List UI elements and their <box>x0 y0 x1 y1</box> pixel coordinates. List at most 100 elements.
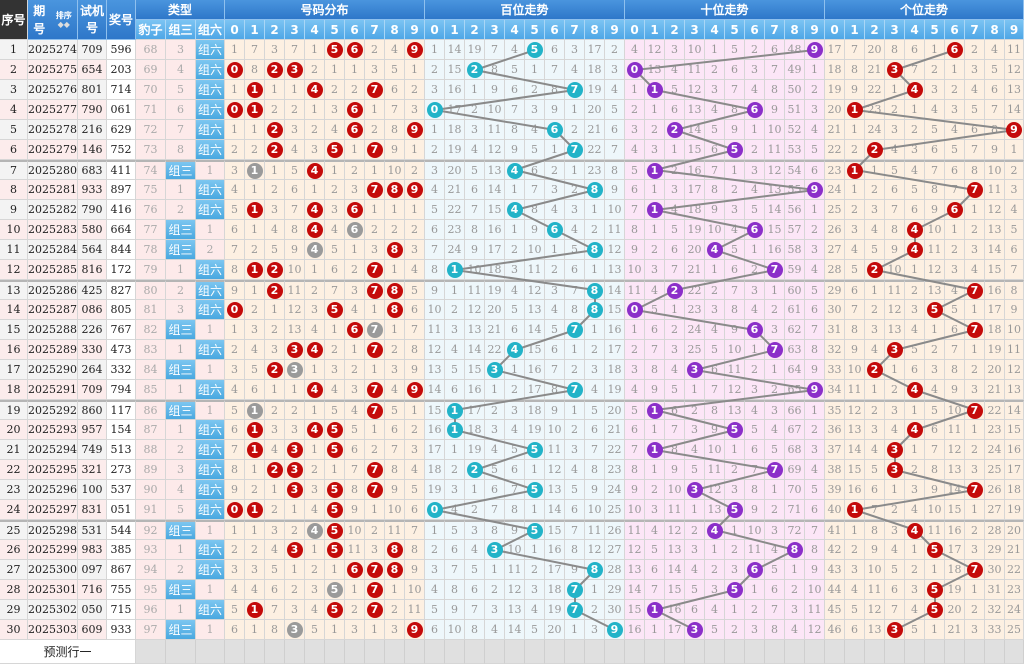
row-dist-cell: 1 <box>305 540 325 560</box>
row-dist-cell: 6 <box>345 200 365 220</box>
row-dist-cell: 1 <box>265 160 285 180</box>
row-dist-cell: 6 <box>345 220 365 240</box>
row-units-cell: 1 <box>885 480 905 500</box>
row-type-zusan: 组三 <box>166 240 196 260</box>
row-dist-cell: 12 <box>285 300 305 320</box>
header-units-digit: 2 <box>865 20 885 40</box>
row-units-cell: 7 <box>965 320 985 340</box>
row-tens-cell: 11 <box>705 460 725 480</box>
header-dist-digit: 6 <box>345 20 365 40</box>
row-dist-cell: 9 <box>225 480 245 500</box>
row-units-cell: 31 <box>825 320 845 340</box>
row-hundreds-cell: 3 <box>565 440 585 460</box>
row-baozi-miss: 69 <box>136 60 166 80</box>
row-tens-cell: 7 <box>665 420 685 440</box>
row-zusan-miss: 6 <box>166 100 196 120</box>
row-dist-cell: 1 <box>225 520 245 540</box>
row-hundreds-cell: 2 <box>465 460 485 480</box>
row-tens-cell: 2 <box>725 460 745 480</box>
row-draw-number: 117 <box>107 400 136 420</box>
row-dist-cell: 8 <box>245 60 265 80</box>
row-dist-cell: 2 <box>365 520 385 540</box>
row-units-cell: 1 <box>885 360 905 380</box>
row-hundreds-cell: 4 <box>505 420 525 440</box>
row-dist-cell: 4 <box>345 300 365 320</box>
row-tens-cell: 1 <box>785 560 805 580</box>
row-units-cell: 2 <box>965 600 985 620</box>
row-dist-cell: 2 <box>405 420 425 440</box>
row-units-cell: 9 <box>885 240 905 260</box>
row-zuliu-miss: 1 <box>196 580 225 600</box>
row-units-cell: 21 <box>985 380 1005 400</box>
row-units-cell: 4 <box>905 80 925 100</box>
row-dist-cell: 3 <box>285 600 305 620</box>
row-units-cell: 5 <box>925 120 945 140</box>
row-units-cell: 45 <box>825 600 845 620</box>
row-dist-cell: 9 <box>385 480 405 500</box>
row-hundreds-cell: 9 <box>445 600 465 620</box>
row-dist-cell: 4 <box>305 320 325 340</box>
row-dist-cell: 3 <box>325 200 345 220</box>
row-hundreds-cell: 10 <box>505 540 525 560</box>
row-hundreds-cell: 7 <box>565 380 585 400</box>
row-tens-cell: 3 <box>765 320 785 340</box>
row-tens-cell: 3 <box>705 80 725 100</box>
drawn-digit-ball: 7 <box>366 141 383 158</box>
row-hundreds-cell: 18 <box>545 580 565 600</box>
row-hundreds-cell: 3 <box>545 180 565 200</box>
row-hundreds-cell: 21 <box>605 420 625 440</box>
row-hundreds-cell: 4 <box>485 620 505 640</box>
sort-button[interactable]: 排序 ◆◆ <box>56 11 72 29</box>
row-units-cell: 1 <box>965 580 985 600</box>
row-tens-cell: 6 <box>765 580 785 600</box>
row-units-cell: 6 <box>885 180 905 200</box>
header-hundreds-digit: 7 <box>565 20 585 40</box>
row-units-cell: 10 <box>1005 320 1024 340</box>
row-hundreds-cell: 9 <box>505 140 525 160</box>
row-units-cell: 18 <box>945 560 965 580</box>
row-units-cell: 5 <box>925 600 945 620</box>
header-dist-digit: 3 <box>285 20 305 40</box>
row-dist-cell: 3 <box>285 480 305 500</box>
row-units-cell: 30 <box>985 560 1005 580</box>
row-hundreds-cell: 7 <box>585 440 605 460</box>
row-type-zuliu: 组六 <box>196 440 225 460</box>
row-draw-number: 827 <box>107 280 136 300</box>
row-units-cell: 22 <box>1005 560 1024 580</box>
row-hundreds-cell: 9 <box>505 520 525 540</box>
row-units-cell: 1 <box>905 400 925 420</box>
row-hundreds-cell: 6 <box>465 580 485 600</box>
row-dist-cell: 0 <box>225 500 245 520</box>
row-units-cell: 6 <box>925 420 945 440</box>
row-hundreds-cell: 4 <box>505 40 525 60</box>
row-baozi-miss: 70 <box>136 80 166 100</box>
row-baozi-miss: 81 <box>136 300 166 320</box>
row-units-cell: 3 <box>965 620 985 640</box>
row-dist-cell: 2 <box>345 600 365 620</box>
row-hundreds-cell: 14 <box>445 40 465 60</box>
row-units-cell: 15 <box>845 460 865 480</box>
row-units-cell: 24 <box>825 180 845 200</box>
drawn-digit-ball: 2 <box>266 141 283 158</box>
sort-arrows-icon: ◆◆ <box>57 19 70 29</box>
row-units-cell: 18 <box>1005 480 1024 500</box>
row-hundreds-cell: 15 <box>465 360 485 380</box>
row-dist-cell: 1 <box>225 120 245 140</box>
row-units-cell: 7 <box>925 440 945 460</box>
row-dist-cell: 2 <box>245 540 265 560</box>
drawn-digit-ball: 7 <box>366 581 383 598</box>
row-dist-cell: 3 <box>405 440 425 460</box>
row-tens-cell: 5 <box>725 140 745 160</box>
row-tens-cell: 12 <box>805 620 825 640</box>
row-dist-cell: 4 <box>225 580 245 600</box>
row-dist-cell: 1 <box>345 340 365 360</box>
row-test-number: 860 <box>78 400 107 420</box>
header-units: 个位走势 <box>825 0 1024 20</box>
row-tens-cell: 12 <box>645 40 665 60</box>
row-test-number: 957 <box>78 420 107 440</box>
row-units-cell: 11 <box>865 580 885 600</box>
row-dist-cell: 1 <box>285 500 305 520</box>
row-units-cell: 38 <box>825 460 845 480</box>
row-hundreds-cell: 1 <box>525 540 545 560</box>
row-baozi-miss: 86 <box>136 400 166 420</box>
